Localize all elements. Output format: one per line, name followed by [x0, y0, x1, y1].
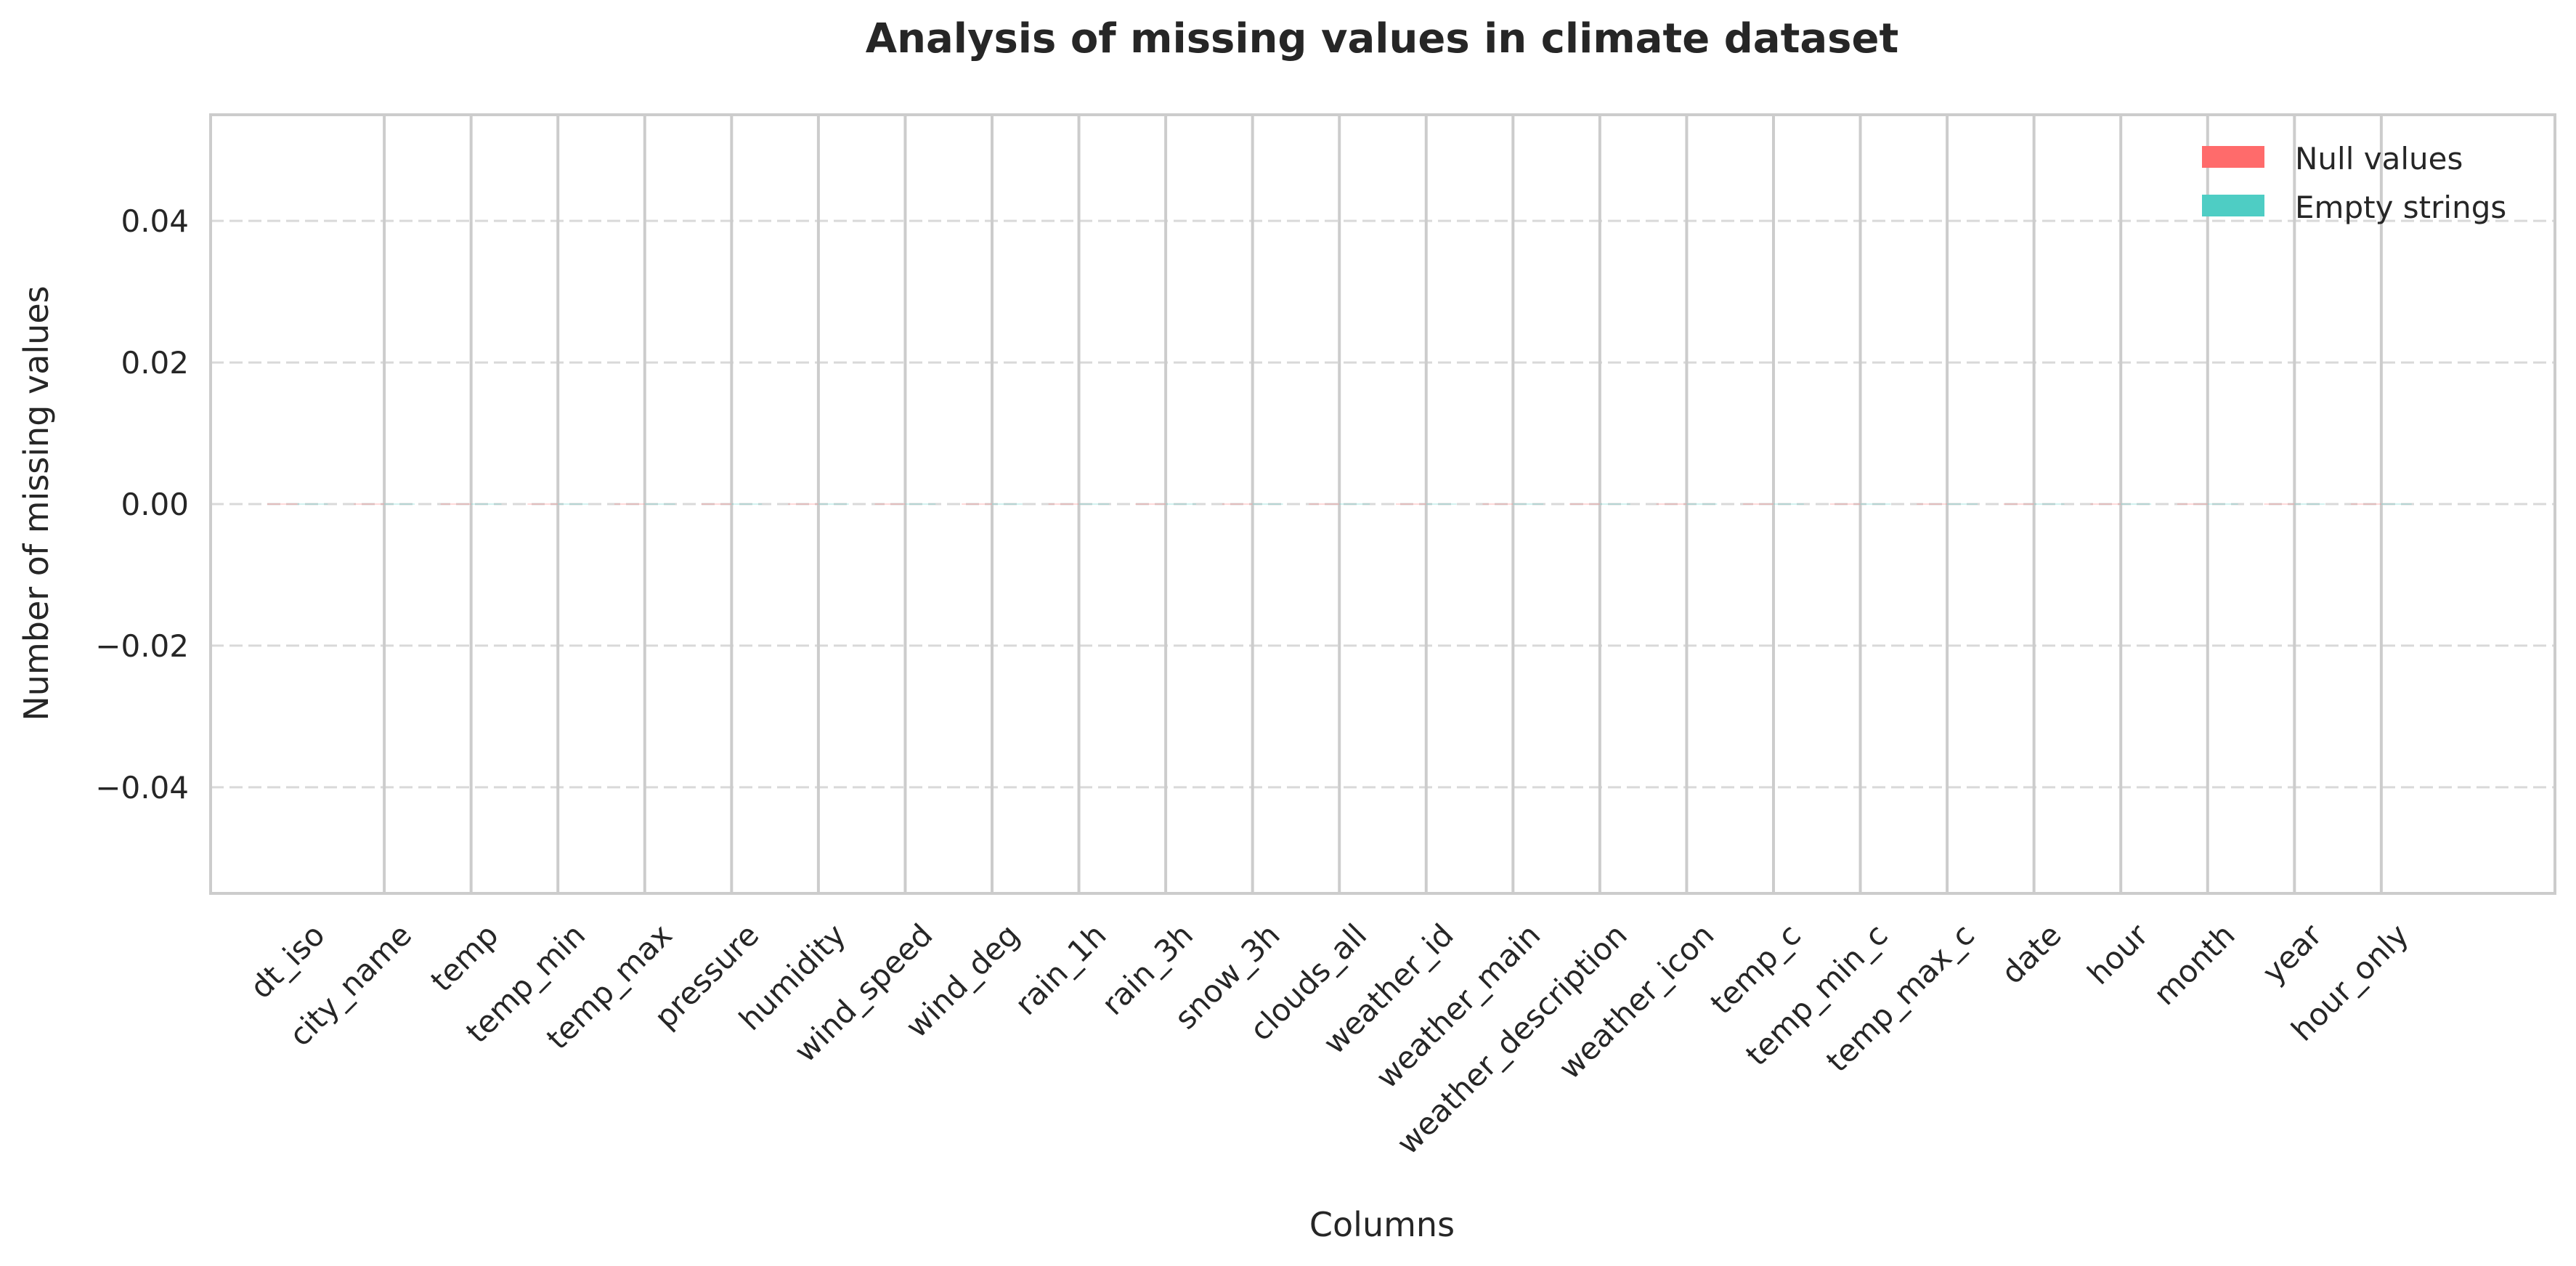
legend-swatch	[2202, 146, 2264, 168]
bar	[1599, 503, 1630, 505]
bar	[440, 503, 471, 505]
bar	[1917, 503, 1948, 505]
legend: Null values Empty strings	[2202, 141, 2506, 225]
bar	[1860, 503, 1891, 505]
bar	[558, 503, 589, 505]
x-tick-label: weather_icon	[1552, 917, 1721, 1086]
bar	[471, 503, 502, 505]
bar	[1569, 503, 1600, 505]
bar	[297, 503, 328, 505]
bar	[1078, 503, 1110, 505]
bar	[1482, 503, 1513, 505]
bar	[1339, 503, 1370, 505]
y-tick-label: −0.04	[95, 770, 189, 806]
grid	[211, 115, 2555, 893]
bar	[1656, 503, 1687, 505]
bar	[2177, 503, 2208, 505]
y-tick-label: 0.04	[121, 203, 189, 239]
bar	[905, 503, 936, 505]
bar	[874, 503, 906, 505]
bar	[384, 503, 415, 505]
x-axis-label: Columns	[1309, 1205, 1455, 1244]
bar	[1395, 503, 1426, 505]
bar	[1166, 503, 1196, 505]
bar	[2264, 503, 2295, 505]
bar	[2207, 503, 2238, 505]
bar	[2033, 503, 2065, 505]
bar	[1309, 503, 1340, 505]
bar	[2294, 503, 2325, 505]
bar	[701, 503, 732, 505]
legend-label: Null values	[2295, 141, 2463, 176]
bar	[1513, 503, 1544, 505]
y-tick-label: 0.00	[121, 487, 189, 522]
bars	[267, 503, 2412, 505]
bar	[1135, 503, 1166, 505]
bar	[1829, 503, 1861, 505]
bar	[644, 503, 675, 505]
y-axis-label: Number of missing values	[17, 285, 56, 721]
bar	[788, 503, 818, 505]
bar	[2351, 503, 2381, 505]
y-ticks: −0.04 −0.02 0.00 0.02 0.04	[95, 203, 189, 806]
bar	[731, 503, 763, 505]
bar	[267, 503, 298, 505]
bar	[1252, 503, 1283, 505]
bar	[2121, 503, 2152, 505]
bar	[992, 503, 1023, 505]
chart-title: Analysis of missing values in climate da…	[866, 15, 1898, 62]
bar	[1048, 503, 1079, 505]
bar	[527, 503, 558, 505]
bar	[2003, 503, 2034, 505]
x-tick-label: year	[2255, 917, 2328, 990]
bar	[1773, 503, 1804, 505]
x-tick-label: rain_1h	[1008, 917, 1113, 1022]
legend-swatch	[2202, 195, 2264, 216]
x-tick-label: temp	[423, 917, 505, 998]
x-tick-label: month	[2147, 917, 2242, 1012]
bar	[818, 503, 849, 505]
bar	[354, 503, 385, 505]
x-tick-label: temp_max_c	[1819, 917, 1981, 1079]
bar	[962, 503, 992, 505]
bar	[2090, 503, 2121, 505]
legend-label: Empty strings	[2295, 190, 2506, 225]
x-tick-label: date	[1994, 917, 2068, 991]
bar	[1947, 503, 1978, 505]
bar	[1743, 503, 1773, 505]
bar	[1222, 503, 1253, 505]
y-tick-label: 0.02	[121, 345, 189, 381]
bar	[2381, 503, 2412, 505]
bar	[614, 503, 645, 505]
y-tick-label: −0.02	[95, 628, 189, 664]
bar	[1686, 503, 1718, 505]
plot-frame	[209, 113, 2556, 895]
bar	[1426, 503, 1457, 505]
x-tick-label: hour	[2081, 917, 2156, 991]
